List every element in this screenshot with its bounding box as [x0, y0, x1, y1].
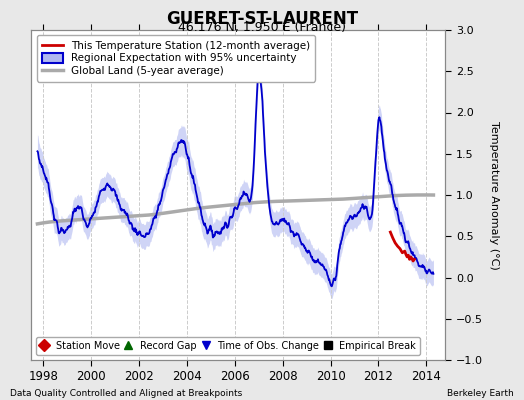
- Legend: Station Move, Record Gap, Time of Obs. Change, Empirical Break: Station Move, Record Gap, Time of Obs. C…: [36, 337, 420, 355]
- Text: 46.176 N, 1.950 E (France): 46.176 N, 1.950 E (France): [178, 21, 346, 34]
- Text: GUERET-ST-LAURENT: GUERET-ST-LAURENT: [166, 10, 358, 28]
- Y-axis label: Temperature Anomaly (°C): Temperature Anomaly (°C): [489, 121, 499, 269]
- Text: Berkeley Earth: Berkeley Earth: [447, 389, 514, 398]
- Text: Data Quality Controlled and Aligned at Breakpoints: Data Quality Controlled and Aligned at B…: [10, 389, 243, 398]
